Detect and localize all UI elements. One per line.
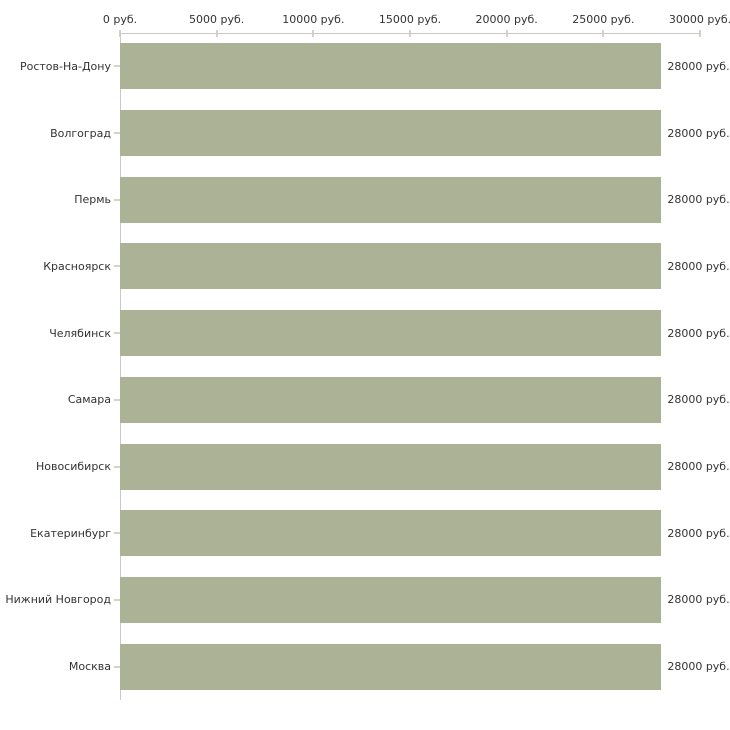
- category-label: Нижний Новгород: [5, 593, 111, 607]
- category-tick-mark: [114, 398, 120, 401]
- bar-row: Красноярск 28000 руб.: [0, 233, 730, 300]
- plot-cell: 28000 руб.: [120, 376, 730, 423]
- category-label: Красноярск: [43, 259, 111, 273]
- y-axis-line: [120, 33, 121, 700]
- bar-row: Москва 28000 руб.: [0, 633, 730, 700]
- value-label: 28000 руб.: [667, 660, 730, 674]
- category-label: Пермь: [74, 193, 111, 207]
- plot-cell: 28000 руб.: [120, 176, 730, 223]
- bar: [120, 576, 662, 623]
- bar-row: Новосибирск 28000 руб.: [0, 433, 730, 500]
- bar: [120, 243, 662, 290]
- plot-cell: 28000 руб.: [120, 576, 730, 623]
- value-label: 28000 руб.: [667, 259, 730, 273]
- bar-row: Екатеринбург 28000 руб.: [0, 500, 730, 567]
- x-axis-tick-label: 0 руб.: [102, 13, 138, 26]
- value-label: 28000 руб.: [667, 526, 730, 540]
- value-label: 28000 руб.: [667, 193, 730, 207]
- bar: [120, 443, 662, 490]
- value-label: 28000 руб.: [667, 393, 730, 407]
- bar: [120, 176, 662, 223]
- plot-cell: 28000 руб.: [120, 310, 730, 357]
- bar-row: Волгоград 28000 руб.: [0, 100, 730, 167]
- x-axis-tick-labels: 0 руб. 5000 руб. 10000 руб. 15000 руб. 2…: [103, 13, 730, 28]
- category-tick-mark: [114, 132, 120, 135]
- x-axis-tick-label: 5000 руб.: [189, 13, 245, 26]
- category-label: Екатеринбург: [30, 526, 111, 540]
- plot-cell: 28000 руб.: [120, 43, 730, 90]
- category-label: Новосибирск: [35, 460, 111, 474]
- bar: [120, 43, 662, 90]
- plot-cell: 28000 руб.: [120, 643, 730, 690]
- x-axis-tick-label: 25000 руб.: [572, 13, 635, 26]
- category-tick-mark: [114, 265, 120, 268]
- category-label: Челябинск: [49, 326, 111, 340]
- bar: [120, 510, 662, 557]
- plot-cell: 28000 руб.: [120, 443, 730, 490]
- category-label: Москва: [68, 660, 111, 674]
- category-tick-mark: [114, 532, 120, 535]
- plot-cell: 28000 руб.: [120, 510, 730, 557]
- value-label: 28000 руб.: [667, 593, 730, 607]
- bar: [120, 643, 662, 690]
- x-axis-tick-label: 20000 руб.: [475, 13, 538, 26]
- category-label: Волгоград: [50, 126, 111, 140]
- value-label: 28000 руб.: [667, 126, 730, 140]
- x-axis-tick-label: 10000 руб.: [282, 13, 345, 26]
- x-axis-tick-label: 15000 руб.: [378, 13, 442, 26]
- value-label: 28000 руб.: [667, 326, 730, 340]
- value-label: 28000 руб.: [667, 59, 730, 73]
- bar-row: Нижний Новгород 28000 руб.: [0, 567, 730, 634]
- category-label: Самара: [67, 393, 111, 407]
- x-axis-line: [120, 33, 701, 34]
- category-tick-mark: [114, 198, 120, 201]
- x-axis-tick-label: 30000 руб.: [668, 13, 730, 26]
- bar: [120, 310, 662, 357]
- bar-row: Ростов-На-Дону 28000 руб.: [0, 33, 730, 100]
- bar: [120, 376, 662, 423]
- plot-cell: 28000 руб.: [120, 243, 730, 290]
- bar-row: Самара 28000 руб.: [0, 367, 730, 434]
- plot-cell: 28000 руб.: [120, 110, 730, 157]
- category-tick-mark: [114, 598, 120, 601]
- category-tick-mark: [114, 465, 120, 468]
- category-tick-mark: [114, 332, 120, 335]
- bar-rows: Ростов-На-Дону 28000 руб. Волгоград 2800…: [0, 33, 730, 700]
- bar: [120, 110, 662, 157]
- bar-row: Челябинск 28000 руб.: [0, 300, 730, 367]
- category-tick-mark: [114, 65, 120, 68]
- category-label: Ростов-На-Дону: [19, 59, 111, 73]
- bar-row: Пермь 28000 руб.: [0, 166, 730, 233]
- category-tick-mark: [114, 665, 120, 668]
- value-label: 28000 руб.: [667, 460, 730, 474]
